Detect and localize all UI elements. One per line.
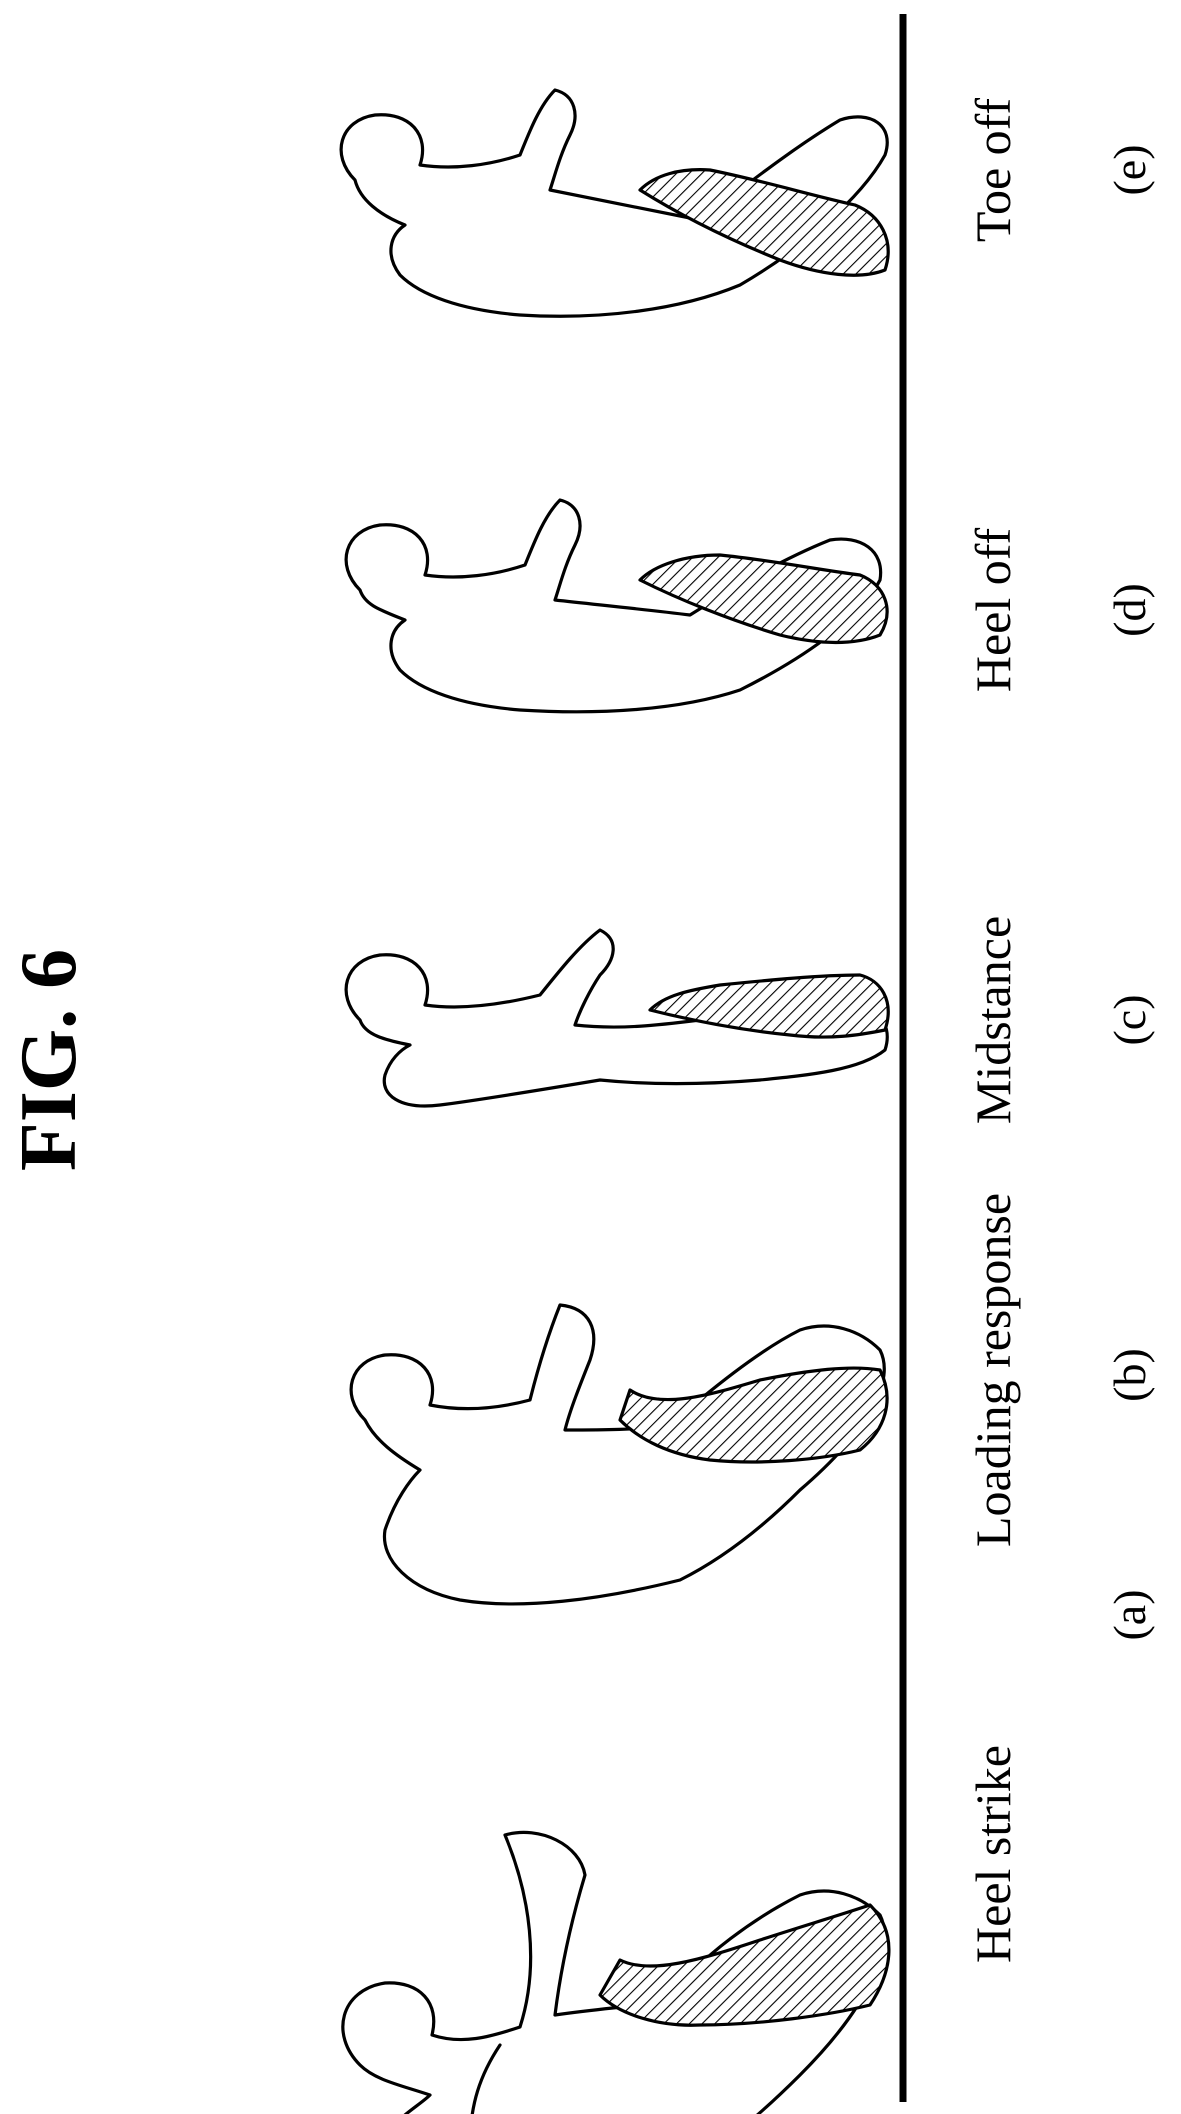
panel-tag-d: (d) — [1104, 583, 1155, 637]
phase-label-a: Heel strike — [965, 1745, 1021, 1963]
phase-d: Heel off (d) — [346, 500, 1155, 712]
phase-a: Heel strike (a) — [343, 1589, 1155, 2114]
phase-label-e: Toe off — [965, 98, 1021, 242]
figure-title: FIG. 6 — [5, 949, 93, 1171]
phase-e: Toe off (e) — [341, 90, 1155, 316]
panel-tag-a: (a) — [1104, 1589, 1155, 1640]
walker-figure-b — [351, 1305, 887, 1604]
walker-figure-c — [346, 930, 888, 1106]
walker-figure-d — [346, 500, 887, 712]
walker-figure-e — [341, 90, 888, 316]
phase-c: Midstance (c) — [346, 916, 1155, 1124]
phase-label-b: Loading response — [965, 1193, 1021, 1547]
phase-label-c: Midstance — [965, 916, 1021, 1124]
phase-label-d: Heel off — [965, 528, 1021, 693]
walker-figure-a — [343, 1832, 889, 2114]
panel-tag-b: (b) — [1104, 1348, 1155, 1402]
panel-tag-c: (c) — [1104, 994, 1155, 1045]
phase-b: Loading response (b) — [351, 1193, 1155, 1604]
panel-tag-e: (e) — [1104, 144, 1155, 195]
